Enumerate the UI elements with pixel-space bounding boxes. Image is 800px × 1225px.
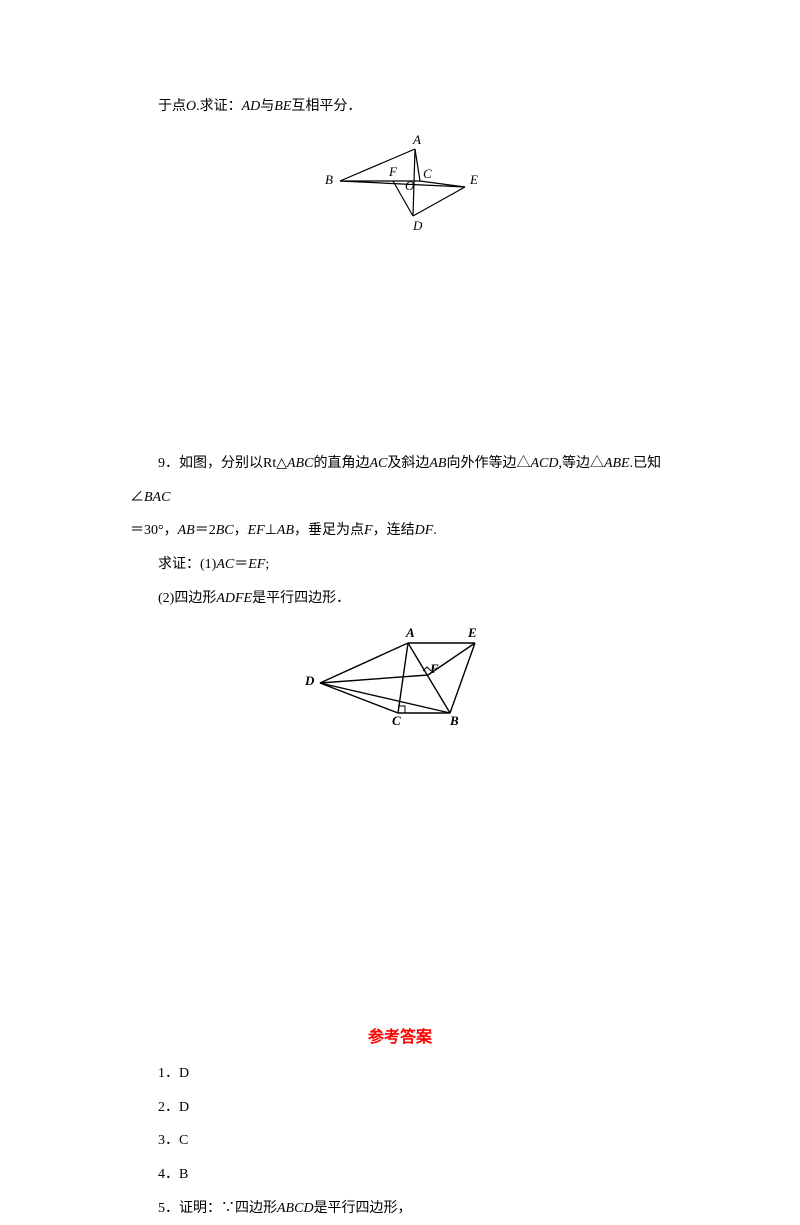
svg-text:B: B	[325, 172, 333, 187]
svg-text:E: E	[469, 172, 478, 187]
answer-title: 参考答案	[130, 1019, 670, 1057]
figure-2-diagram: A E D F C B	[290, 625, 510, 735]
intro-line: 于点O.求证：AD与BE互相平分．	[130, 90, 670, 124]
figure-1-diagram: A B C E D FO	[305, 134, 495, 234]
problem-9-prove: 求证：(1)AC＝EF;	[130, 548, 670, 582]
answer-2: 2．D	[130, 1091, 670, 1125]
spacer-2	[130, 759, 670, 1019]
intro-text2: 与	[260, 99, 274, 114]
svg-text:O: O	[405, 178, 415, 193]
svg-text:F: F	[388, 164, 398, 179]
svg-text:D: D	[412, 218, 423, 233]
answer-1: 1．D	[130, 1057, 670, 1091]
svg-text:E: E	[467, 625, 477, 640]
svg-text:F: F	[429, 661, 439, 676]
figure-1-container: A B C E D FO	[130, 134, 670, 248]
point-o: O	[186, 99, 196, 114]
intro-prefix: 于点	[158, 99, 186, 114]
svg-text:A: A	[412, 134, 421, 147]
spacer-1	[130, 257, 670, 447]
be-label: BE	[274, 99, 291, 114]
intro-text1: .求证：	[196, 99, 242, 114]
problem-9-line1: 9．如图，分别以Rt△ABC的直角边AC及斜边AB向外作等边△ACD,等边△AB…	[130, 447, 670, 514]
svg-text:C: C	[392, 713, 401, 728]
answer-5: 5．证明：∵四边形ABCD是平行四边形，	[130, 1192, 670, 1225]
svg-text:D: D	[304, 673, 315, 688]
intro-text3: 互相平分．	[291, 99, 361, 114]
answer-3: 3．C	[130, 1124, 670, 1158]
svg-text:C: C	[423, 166, 432, 181]
svg-text:A: A	[405, 625, 415, 640]
ad-label: AD	[242, 99, 261, 114]
figure-2-container: A E D F C B	[130, 625, 670, 749]
problem-9-line2: ＝30°，AB＝2BC，EF⊥AB，垂足为点F，连结DF.	[130, 514, 670, 548]
problem-9-part2: (2)四边形ADFE是平行四边形．	[130, 582, 670, 616]
answer-4: 4．B	[130, 1158, 670, 1192]
svg-text:B: B	[449, 713, 459, 728]
